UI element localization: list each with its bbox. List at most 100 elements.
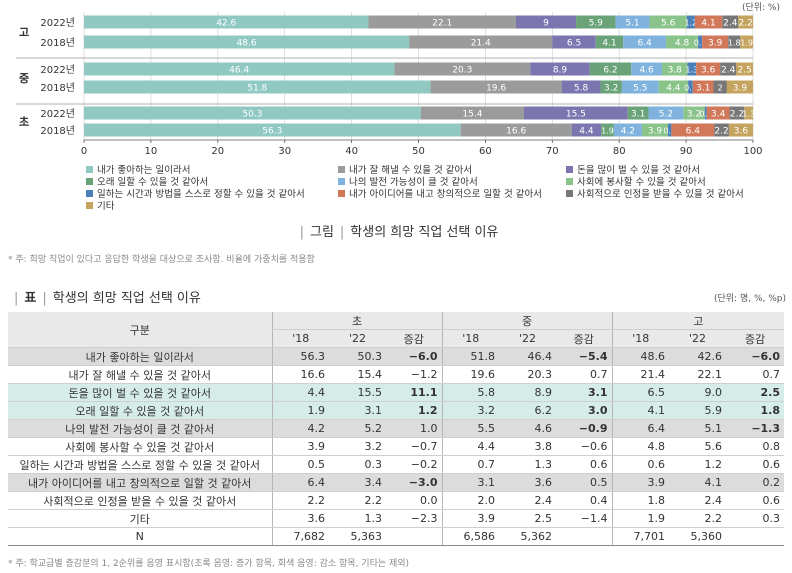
row-year-label: 2018년 [40,82,75,94]
bar-segment-value: 3.9 [733,84,748,94]
table-row: 돈을 많이 벌 수 있을 것 같아서 4.4 15.5 11.1 5.8 8.9 3.1 6.… [8,383,785,402]
bar-segment [668,123,672,137]
table-cell: 0.7 [726,365,785,384]
table-cell: 1.8 [726,401,785,420]
bar-segment [552,35,596,49]
bar-segment [84,106,421,120]
bar-segment [738,15,753,29]
table-cell: 1.0 [386,419,442,438]
x-tick-label: 0 [81,146,87,157]
bar-segment-value: 4.4 [579,127,594,137]
bar-segment-value: 3.1 [631,110,645,120]
figure-title: 학생의 희망 직업 선택 이유 [350,225,499,240]
table-cell: 3.2 [329,437,386,456]
bar-segment-value: 20.3 [452,66,472,76]
bar-segment [740,35,753,49]
bar-segment-value: 1.3 [742,110,755,119]
row-year-label: 2022년 [40,64,75,76]
bar-segment-value: 2.2 [738,19,752,29]
bar-segment [394,62,531,76]
table-cell: 16.6 [271,365,329,384]
subheader-cell: 증감 [386,329,442,348]
table-cell: 3.8 [499,437,556,456]
table-cell: 9.0 [669,383,726,402]
x-tick-label: 50 [412,146,425,157]
bar-segment-value: 46.4 [229,66,249,76]
bar-segment-value: 5.8 [574,84,589,94]
figure-prefix: 그림 [309,225,334,240]
table-cell: 1.9 [611,509,669,528]
bar-segment [692,80,714,94]
bar-segment [84,80,431,94]
bar-segment [728,35,741,49]
legend-label: 사회에 봉사할 수 있을 것 같아서 [577,176,706,188]
table-cell: 5.5 [441,419,499,438]
table-cell: 3.0 [556,401,612,420]
bar-segment [662,62,688,76]
bar-segment [698,35,703,49]
bar-segment-value: 6.5 [567,39,581,49]
bar-segment [694,15,723,29]
legend-swatch [566,190,573,197]
table-cell: 0.7 [441,455,499,474]
row-label: 내가 좋아하는 일이라서 [8,347,272,366]
bar-segment-value: 0.7 [684,84,697,93]
bar-segment-value: 3.2 [687,110,701,120]
x-tick-label: 80 [613,146,626,157]
bar-segment-value: 5.5 [633,84,647,94]
bar-segment [687,62,697,76]
bar-segment [666,35,699,49]
bar-segment [515,15,577,29]
table-cell: 22.1 [669,365,726,384]
table-cell: 1.2 [669,455,726,474]
bar-segment [720,62,737,76]
table-row: 내가 아이디어를 내고 창의적으로 일할 것 같아서 6.4 3.4 −3.0 3.1 3… [8,473,785,492]
table-cell: 7,701 [611,527,669,546]
legend-label: 내가 잘 해낼 수 있을 것 같아서 [349,164,472,176]
bar-segment-value: 3.6 [701,66,716,76]
x-tick-label: 60 [479,146,492,157]
table-cell [556,527,612,546]
bar-segment-value: 3.9 [708,39,723,49]
bar-segment [736,62,753,76]
bar-segment-value: 2.2 [730,110,744,120]
bar-segment-value: 1.9 [601,127,614,136]
table-cell: 0.7 [556,365,612,384]
table-row: 사회에 봉사할 수 있을 것 같아서 3.9 3.2 −0.7 4.4 3.8 −0.6 4.… [8,437,785,456]
table-cell: −3.0 [386,473,442,492]
table-cell: 3.2 [441,401,499,420]
bar-segment [688,80,693,94]
bar-segment [726,80,753,94]
group-label: 중 [19,72,29,85]
table-cell: 2.5 [499,509,556,528]
bar-segment-value: 6.4 [686,127,701,137]
bar-segment-value: 1.3 [685,66,698,75]
table-cell: 15.5 [329,383,386,402]
table-cell: 50.3 [329,347,386,366]
table-cell [726,527,785,546]
row-year-label: 2018년 [40,37,75,49]
bar-segment [430,80,562,94]
table-cell: 11.1 [386,383,442,402]
x-tick-label: 20 [211,146,224,157]
table-cell: 3.9 [611,473,669,492]
bar-segment [600,80,622,94]
table-cell: 5,362 [499,527,556,546]
bar-segment-value: 21.4 [471,39,491,49]
table-row: 사회적으로 인정을 받을 수 있을 것 같아서 2.2 2.2 0.0 2.0 2.4 0.… [8,491,785,510]
table-cell: 6,586 [441,527,499,546]
table-corner: 구분 [8,312,272,348]
bar-segment-value: 6.4 [637,39,652,49]
bar-segment-value: 4.1 [701,19,715,29]
bar-segment [84,123,461,137]
table-cell: 1.3 [499,455,556,474]
table-row: 내가 잘 해낼 수 있을 것 같아서 16.6 15.4 −1.2 19.6 20.3 0.… [8,365,785,384]
table-cell: 3.4 [329,473,386,492]
bar-segment-value: 2.4 [721,66,736,76]
table-cell: 0.3 [726,509,785,528]
x-tick-label: 10 [145,146,158,157]
bar-segment-value: 5.6 [661,19,676,29]
table-cell: 5,360 [669,527,726,546]
table-cell: 3.1 [329,401,386,420]
row-label: 내가 아이디어를 내고 창의적으로 일할 것 같아서 [8,473,272,492]
